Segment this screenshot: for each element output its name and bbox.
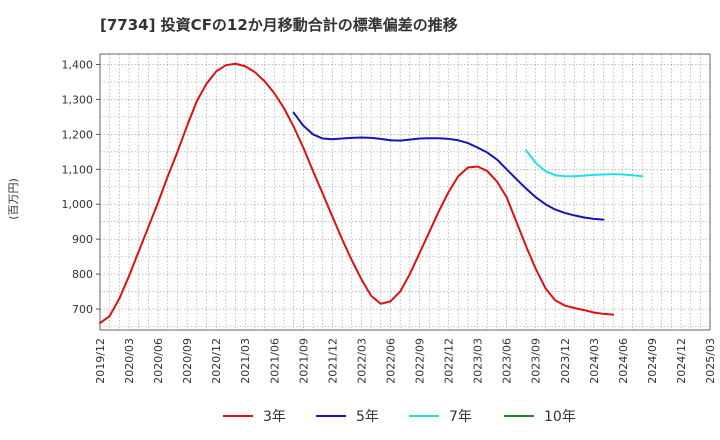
x-tick-label: 2024/03 [588,338,601,384]
series-line-3年 [99,62,615,325]
legend-label-5y: 5年 [356,409,379,425]
y-tick-label: 1,200 [62,128,94,141]
x-tick-label: 2021/06 [268,338,281,384]
legend-label-10y: 10年 [544,409,576,425]
x-tick-label: 2022/12 [443,338,456,384]
x-tick-label: 2020/12 [210,338,223,384]
legend-swatch-3y [223,415,253,417]
y-tick-label: 1,400 [62,58,94,71]
legend-item-5y: 5年 [316,404,379,428]
x-tick-label: 2024/06 [617,338,630,384]
y-tick-label: 900 [72,233,93,246]
x-tick-label: 2022/03 [355,338,368,384]
x-tick-label: 2021/03 [239,338,252,384]
legend-item-10y: 10年 [504,404,576,428]
y-tick-label: 800 [72,268,93,281]
y-tick-label: 1,100 [62,163,94,176]
x-tick-label: 2020/09 [181,338,194,384]
legend-swatch-7y [409,415,439,417]
x-tick-label: 2024/12 [675,338,688,384]
x-tick-label: 2024/09 [646,338,659,384]
y-tick-label: 1,300 [62,93,94,106]
x-tick-label: 2019/12 [94,338,107,384]
legend: 3年 5年 7年 10年 [0,404,720,428]
x-tick-label: 2021/12 [326,338,339,384]
x-tick-label: 2020/06 [152,338,165,384]
x-tick-label: 2022/09 [414,338,427,384]
x-tick-label: 2022/06 [384,338,397,384]
x-tick-label: 2025/03 [704,338,717,384]
legend-item-3y: 3年 [223,404,286,428]
legend-swatch-10y [504,415,534,417]
y-tick-label: 700 [72,303,93,316]
plot-area [100,54,710,330]
chart-title: [7734] 投資CFの12か月移動合計の標準偏差の推移 [100,16,458,34]
x-tick-label: 2021/09 [297,338,310,384]
y-tick-label: 1,000 [62,198,94,211]
x-tick-label: 2023/09 [530,338,543,384]
x-tick-label: 2023/06 [501,338,514,384]
plot-frame [99,53,711,331]
legend-label-7y: 7年 [449,409,472,425]
x-tick-label: 2023/03 [472,338,485,384]
series-line-5年 [292,111,605,221]
legend-item-7y: 7年 [409,404,472,428]
x-tick-label: 2023/12 [559,338,572,384]
series-line-7年 [525,149,644,178]
legend-label-3y: 3年 [263,409,286,425]
legend-swatch-5y [316,415,346,417]
x-tick-label: 2020/03 [123,338,136,384]
